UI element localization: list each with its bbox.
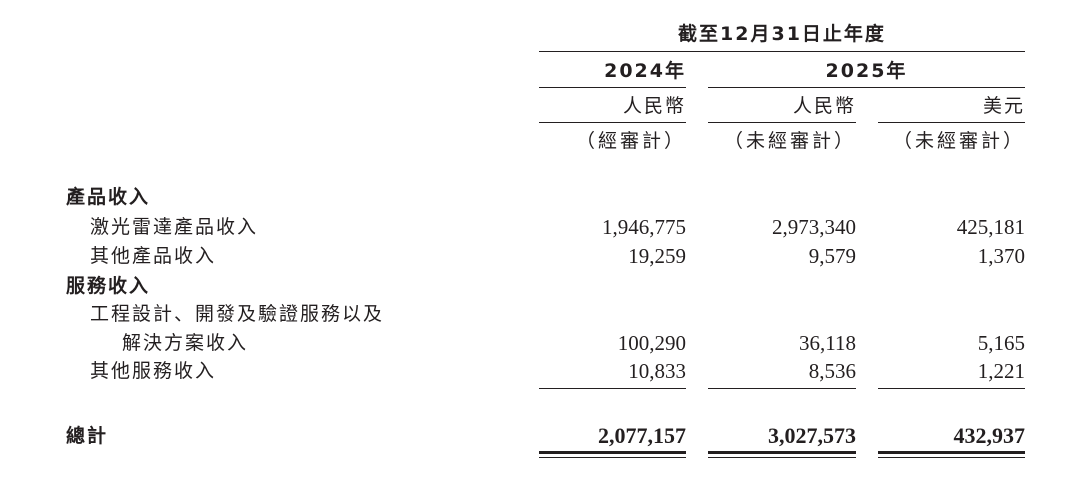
year-2024-header: 2024年: [604, 60, 686, 82]
audit-header: （未經審計）: [723, 130, 856, 152]
row-value: 1,370: [977, 244, 1025, 268]
divider: [878, 122, 1025, 123]
period-header: 截至12月31日止年度: [678, 23, 886, 45]
row-value: 100,290: [617, 331, 686, 355]
currency-header: 人民幣: [622, 95, 686, 117]
row-label: 其他服務收入: [90, 360, 217, 382]
double-underline: [708, 451, 856, 454]
double-underline: [708, 457, 856, 458]
audit-header: （經審計）: [575, 130, 686, 152]
row-label: 解決方案收入: [122, 332, 249, 354]
row-value: 1,221: [977, 359, 1025, 383]
row-value: 2,973,340: [772, 215, 856, 239]
row-label: 產品收入: [66, 186, 151, 208]
double-underline: [878, 451, 1025, 454]
row-value: 1,946,775: [602, 215, 686, 239]
row-label: 激光雷達產品收入: [90, 216, 259, 238]
total-value: 2,077,157: [598, 423, 686, 448]
divider: [539, 87, 686, 88]
row-value: 8,536: [808, 359, 856, 383]
row-value: 9,579: [808, 244, 856, 268]
row-value: 425,181: [956, 215, 1025, 239]
currency-header: 美元: [982, 95, 1025, 117]
row-label: 其他產品收入: [90, 245, 217, 267]
divider: [539, 51, 1025, 52]
row-value: 36,118: [799, 331, 856, 355]
double-underline: [539, 457, 686, 458]
subtotal-line: [539, 388, 686, 389]
row-label: 工程設計、開發及驗證服務以及: [90, 303, 385, 325]
total-label: 總計: [66, 425, 109, 447]
row-label: 服務收入: [66, 275, 151, 297]
audit-header: （未經審計）: [892, 130, 1025, 152]
divider: [539, 122, 686, 123]
divider: [708, 122, 856, 123]
row-value: 5,165: [977, 331, 1025, 355]
row-value: 10,833: [628, 359, 686, 383]
subtotal-line: [878, 388, 1025, 389]
total-value: 432,937: [953, 423, 1026, 448]
double-underline: [539, 451, 686, 454]
total-value: 3,027,573: [768, 423, 856, 448]
row-value: 19,259: [628, 244, 686, 268]
year-2025-header: 2025年: [825, 60, 908, 82]
subtotal-line: [708, 388, 856, 389]
currency-header: 人民幣: [792, 95, 856, 117]
divider: [708, 87, 1025, 88]
double-underline: [878, 457, 1025, 458]
